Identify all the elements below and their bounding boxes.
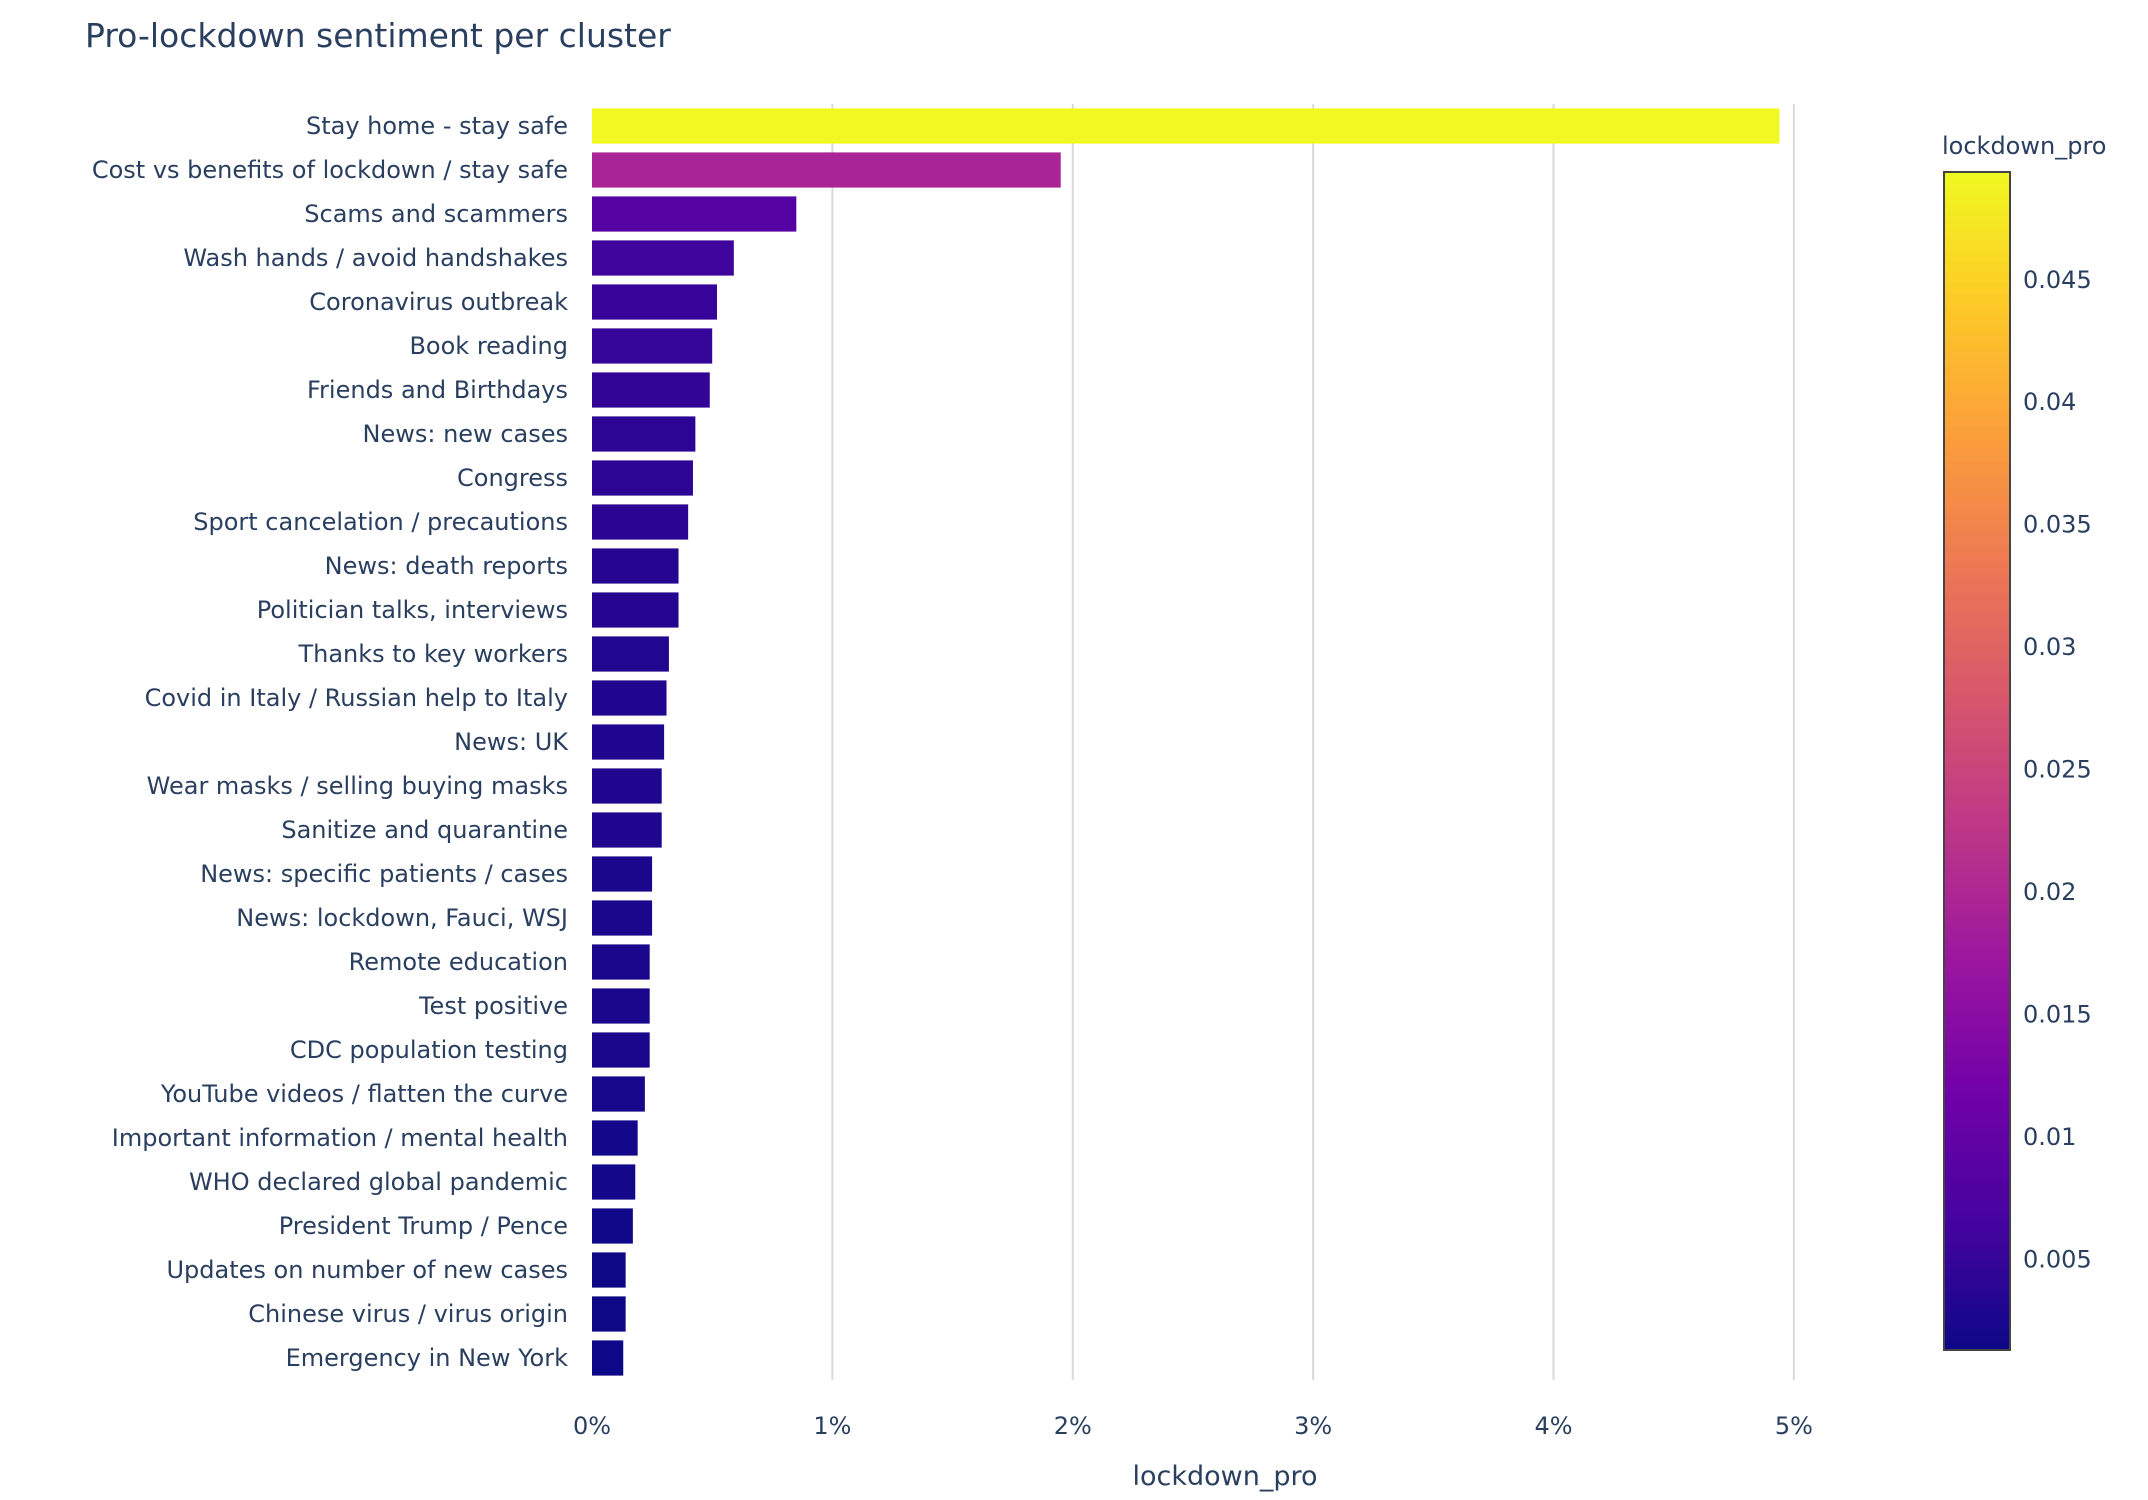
category-label: News: new cases — [363, 420, 568, 448]
category-label: Friends and Birthdays — [307, 376, 568, 404]
category-label: Thanks to key workers — [297, 640, 568, 668]
category-label: Scams and scammers — [304, 200, 568, 228]
bar — [592, 504, 689, 540]
bar — [592, 1164, 636, 1200]
bar — [592, 812, 662, 848]
category-label: Updates on number of new cases — [166, 1256, 568, 1284]
colorbar-title: lockdown_pro — [1942, 132, 2106, 160]
bar — [592, 152, 1061, 188]
bar — [592, 240, 734, 276]
x-tick-label: 4% — [1534, 1412, 1572, 1440]
bar — [592, 768, 662, 804]
colorbar-tick-label: 0.005 — [2023, 1245, 2092, 1273]
colorbar: lockdown_pro 0.005 0.01 0.015 0.02 0.025 0.03… — [1942, 132, 2106, 1351]
bars — [592, 108, 1780, 1376]
bar — [592, 196, 797, 232]
colorbar-tick-label: 0.02 — [2023, 878, 2076, 906]
category-label: News: lockdown, Fauci, WSJ — [236, 904, 568, 932]
bar — [592, 988, 650, 1024]
colorbar-tick-label: 0.01 — [2023, 1123, 2076, 1151]
bar — [592, 1208, 633, 1244]
x-tick-label: 2% — [1054, 1412, 1092, 1440]
category-labels: Stay home - stay safe Cost vs benefits of… — [92, 112, 569, 1372]
category-label: Cost vs benefits of lockdown / stay safe — [92, 156, 568, 184]
category-label: Wear masks / selling buying masks — [147, 772, 568, 800]
category-label: Covid in Italy / Russian help to Italy — [145, 684, 568, 712]
category-label: News: UK — [454, 728, 569, 756]
colorbar-tick-label: 0.04 — [2023, 388, 2076, 416]
category-label: CDC population testing — [290, 1036, 568, 1064]
category-label: Emergency in New York — [286, 1344, 569, 1372]
x-tick-label: 0% — [573, 1412, 611, 1440]
colorbar-tick-label: 0.025 — [2023, 756, 2092, 784]
category-label: Congress — [457, 464, 568, 492]
category-label: Coronavirus outbreak — [309, 288, 568, 316]
bar — [592, 416, 696, 452]
x-axis-title: lockdown_pro — [1132, 1461, 1317, 1492]
bar — [592, 1032, 650, 1068]
category-label: Important information / mental health — [112, 1124, 568, 1152]
colorbar-tick-label: 0.035 — [2023, 511, 2092, 539]
bar — [592, 548, 679, 584]
bar — [592, 856, 653, 892]
bar — [592, 680, 667, 716]
category-label: WHO declared global pandemic — [189, 1168, 568, 1196]
bar — [592, 592, 679, 628]
chart-title: Pro-lockdown sentiment per cluster — [85, 16, 671, 55]
grid-lines — [831, 104, 1795, 1380]
bar — [592, 944, 650, 980]
bar — [592, 108, 1780, 144]
bar — [592, 328, 713, 364]
bar — [592, 460, 693, 496]
category-label: Stay home - stay safe — [306, 112, 568, 140]
bar — [592, 1076, 645, 1112]
category-label: Remote education — [349, 948, 568, 976]
x-tick-label: 1% — [813, 1412, 851, 1440]
category-label: Book reading — [409, 332, 568, 360]
bar — [592, 900, 653, 936]
x-tick-label: 3% — [1294, 1412, 1332, 1440]
colorbar-tick-label: 0.015 — [2023, 1000, 2092, 1028]
bar — [592, 1296, 626, 1332]
colorbar-gradient — [1943, 171, 2011, 1351]
category-label: Wash hands / avoid handshakes — [183, 244, 568, 272]
category-label: Sanitize and quarantine — [281, 816, 568, 844]
bar — [592, 372, 710, 408]
bar — [592, 284, 717, 320]
bar — [592, 1340, 624, 1376]
colorbar-tick-label: 0.045 — [2023, 266, 2092, 294]
category-label: Chinese virus / virus origin — [248, 1300, 568, 1328]
x-axis-ticks: 0% 1% 2% 3% 4% 5% — [573, 1412, 1813, 1440]
bar — [592, 1120, 638, 1156]
bar — [592, 724, 665, 760]
bar — [592, 1252, 626, 1288]
bar — [592, 636, 669, 672]
x-tick-label: 5% — [1775, 1412, 1813, 1440]
category-label: President Trump / Pence — [279, 1212, 568, 1240]
category-label: Sport cancelation / precautions — [193, 508, 568, 536]
category-label: News: specific patients / cases — [200, 860, 568, 888]
category-label: Test positive — [418, 992, 568, 1020]
category-label: YouTube videos / flatten the curve — [160, 1080, 568, 1108]
colorbar-ticks: 0.005 0.01 0.015 0.02 0.025 0.03 0.035 0.04 0.04… — [2023, 266, 2092, 1274]
category-label: Politician talks, interviews — [257, 596, 568, 624]
colorbar-tick-label: 0.03 — [2023, 633, 2076, 661]
category-label: News: death reports — [325, 552, 568, 580]
